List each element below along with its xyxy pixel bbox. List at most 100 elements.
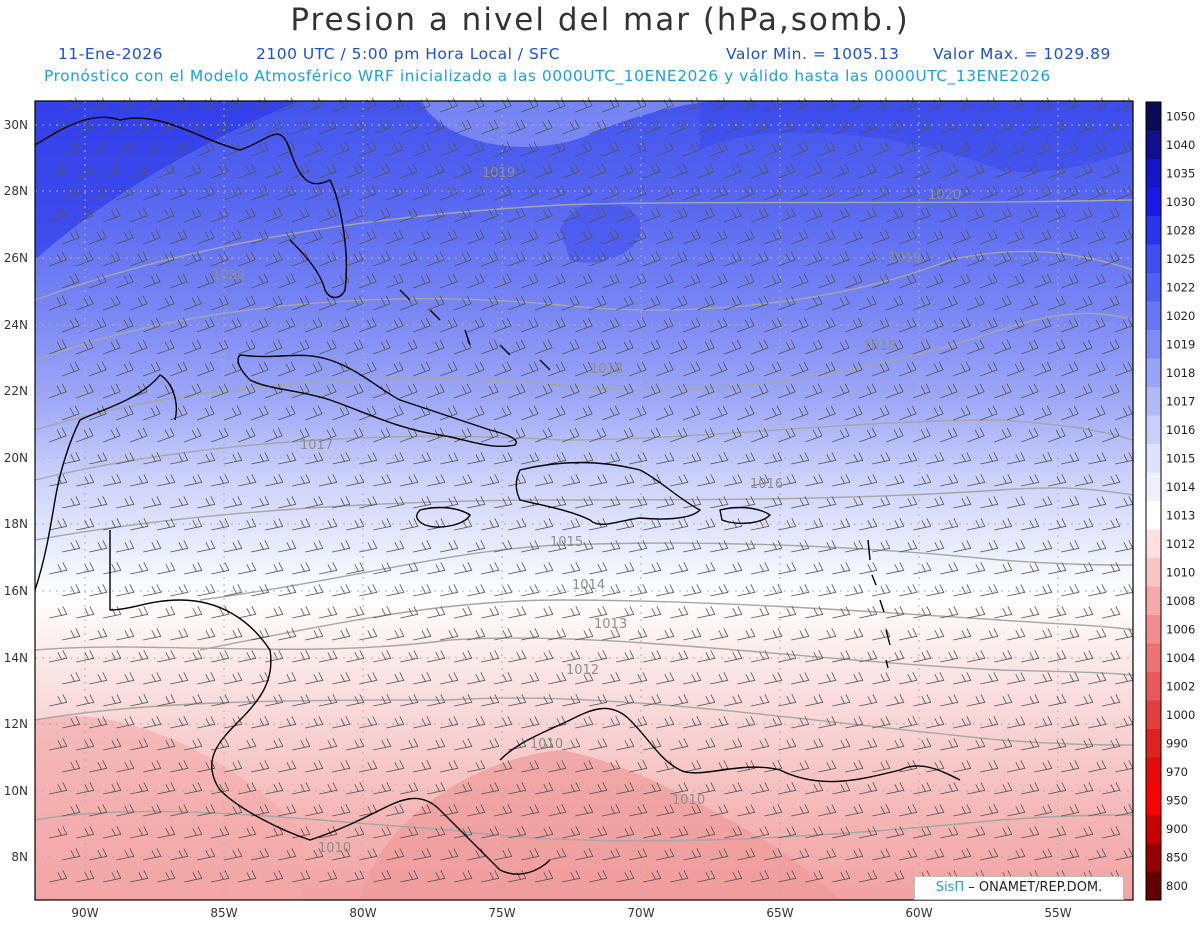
wind-barb xyxy=(1048,606,1067,619)
wind-barb xyxy=(481,383,499,399)
wind-barb xyxy=(886,562,905,575)
wind-barb xyxy=(265,518,284,531)
wind-barb xyxy=(332,496,351,509)
wind-barb xyxy=(967,782,986,795)
wind-barb xyxy=(778,606,797,619)
lat-tick-label: 16N xyxy=(4,584,28,598)
wind-barb xyxy=(980,672,999,685)
wind-barb xyxy=(737,229,755,245)
wind-barb xyxy=(724,606,743,619)
wind-barb xyxy=(76,606,95,619)
wind-barb xyxy=(1115,317,1133,333)
wind-barb xyxy=(454,782,473,795)
wind-barb xyxy=(467,848,486,861)
wind-barb xyxy=(508,383,526,399)
wind-barb xyxy=(292,339,310,355)
wind-barb xyxy=(589,251,607,267)
wind-barb xyxy=(49,694,68,707)
wind-barb xyxy=(170,317,188,333)
wind-barb xyxy=(116,229,134,245)
wind-barb xyxy=(1102,694,1121,707)
colorbar-label: 1002 xyxy=(1166,679,1195,693)
wind-barb xyxy=(751,606,770,619)
wind-barb xyxy=(683,628,702,641)
wind-barb xyxy=(737,141,755,157)
wind-barb xyxy=(859,474,878,487)
wind-barb xyxy=(697,694,716,707)
low-pocket xyxy=(360,750,840,900)
wind-barb xyxy=(1021,782,1040,795)
colorbar-label: 1030 xyxy=(1166,195,1195,209)
wind-barb xyxy=(143,185,161,201)
wind-barb xyxy=(1115,185,1133,201)
wind-barb xyxy=(1048,163,1066,179)
wind-barb xyxy=(535,119,553,135)
wind-barb xyxy=(953,141,971,157)
wind-barb xyxy=(278,273,296,289)
wind-barb xyxy=(791,229,809,245)
wind-barb xyxy=(670,606,689,619)
wind-barb xyxy=(616,383,634,399)
wind-barb xyxy=(926,361,944,377)
wind-barb xyxy=(197,584,216,597)
wind-barb xyxy=(926,804,945,817)
coast-lesser-antilles xyxy=(867,539,891,669)
wind-barb xyxy=(224,405,242,421)
wind-barb xyxy=(440,229,458,245)
wind-barb xyxy=(292,207,310,223)
wind-barb xyxy=(872,672,891,685)
wind-barb xyxy=(643,518,662,531)
wind-barb xyxy=(481,119,499,135)
wind-barb xyxy=(575,716,594,729)
wind-barb xyxy=(859,738,878,751)
wind-barb xyxy=(62,273,80,289)
wind-barb xyxy=(197,273,215,289)
wind-barb xyxy=(1007,273,1025,289)
wind-barb xyxy=(521,848,540,861)
colorbar-swatch xyxy=(1146,187,1161,217)
coast-us-florida xyxy=(34,116,348,299)
wind-barb xyxy=(832,427,850,443)
wind-barb xyxy=(211,870,230,883)
wind-barb xyxy=(440,804,459,817)
lat-tick-label: 28N xyxy=(4,184,28,198)
wind-barb xyxy=(683,141,701,157)
wind-barb xyxy=(616,782,635,795)
wind-barb xyxy=(737,540,756,553)
wind-barb xyxy=(1007,672,1026,685)
wind-barb xyxy=(332,584,351,597)
wind-barb xyxy=(643,383,661,399)
wind-barb xyxy=(184,650,203,663)
wind-barb xyxy=(413,317,431,333)
wind-barb xyxy=(359,405,377,421)
wind-barb xyxy=(76,782,95,795)
wind-barb xyxy=(1088,229,1106,245)
wind-barb xyxy=(886,738,905,751)
wind-barb xyxy=(1075,474,1094,487)
wind-barb xyxy=(332,185,350,201)
wind-barb xyxy=(535,694,554,707)
lon-tick-label: 80W xyxy=(349,906,376,920)
contour-label: 1020 xyxy=(928,188,961,203)
wind-barb xyxy=(103,383,121,399)
wind-barb xyxy=(1048,474,1067,487)
wind-barb xyxy=(346,606,365,619)
wind-barb xyxy=(1102,427,1120,443)
wind-barb xyxy=(130,427,148,443)
wind-barb xyxy=(1021,383,1039,399)
wind-barb xyxy=(629,185,647,201)
wind-barb xyxy=(724,870,743,883)
wind-barb xyxy=(859,295,877,311)
wind-barb xyxy=(832,562,851,575)
wind-barb xyxy=(130,474,149,487)
wind-barb xyxy=(710,672,729,685)
credit-org: – ONAMET/REP.DOM. xyxy=(964,880,1103,895)
wind-barb xyxy=(157,562,176,575)
wind-barb xyxy=(589,163,607,179)
wind-barb xyxy=(292,650,311,663)
contour-label: 1012 xyxy=(566,663,599,678)
wind-barb xyxy=(184,870,203,883)
wind-barb xyxy=(116,452,135,465)
wind-barb xyxy=(440,496,459,509)
wind-barb xyxy=(562,383,580,399)
